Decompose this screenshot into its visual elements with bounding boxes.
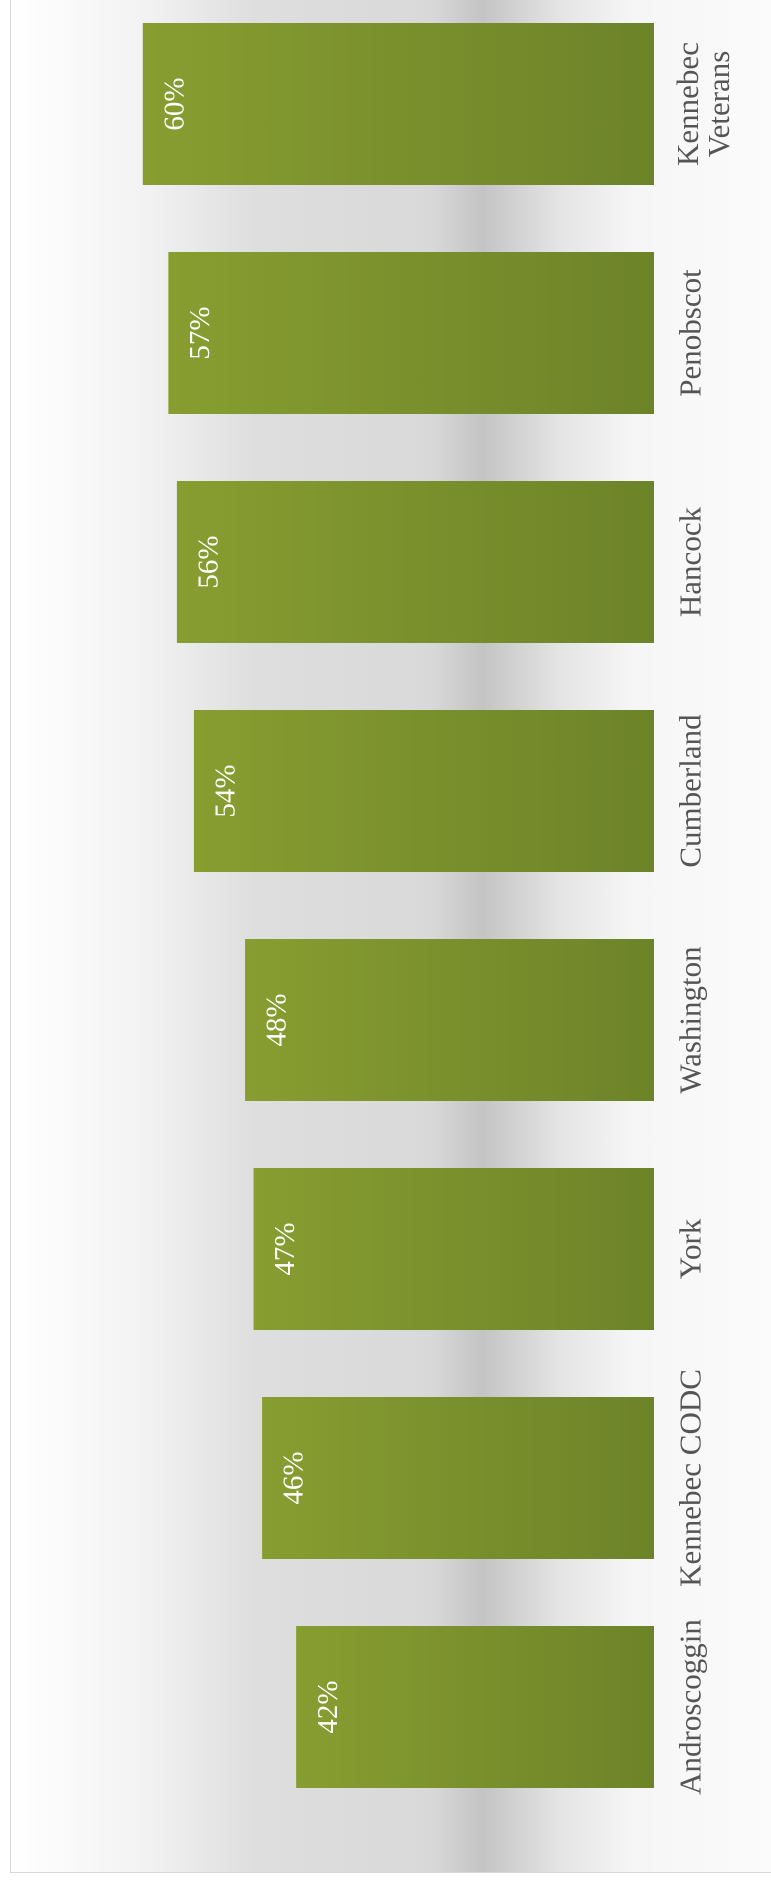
- value-label: 54%: [210, 764, 242, 817]
- category-label: Washington: [672, 946, 708, 1094]
- value-label: 56%: [193, 535, 225, 588]
- bar: [245, 939, 655, 1101]
- category-label: Hancock: [672, 506, 708, 618]
- bar: [176, 481, 654, 643]
- category-label: Androscoggin: [672, 1619, 708, 1795]
- category-label: Kennebec CODC: [672, 1369, 708, 1587]
- value-label: 42%: [312, 1680, 344, 1733]
- value-label: 48%: [261, 993, 293, 1046]
- category-label: Kennebec Veterans: [670, 42, 736, 166]
- bar: [193, 710, 655, 872]
- bar: [262, 1397, 654, 1559]
- bar: [296, 1626, 654, 1788]
- value-label: 57%: [184, 306, 216, 359]
- value-label: 60%: [158, 77, 190, 130]
- category-label: York: [672, 1218, 708, 1280]
- bar: [142, 23, 655, 185]
- value-label: 46%: [278, 1451, 310, 1504]
- bar: [253, 1168, 654, 1330]
- category-label: Penobscot: [672, 269, 708, 397]
- category-label: Cumberland: [672, 714, 708, 868]
- bar: [168, 252, 655, 414]
- value-label: 47%: [269, 1222, 301, 1275]
